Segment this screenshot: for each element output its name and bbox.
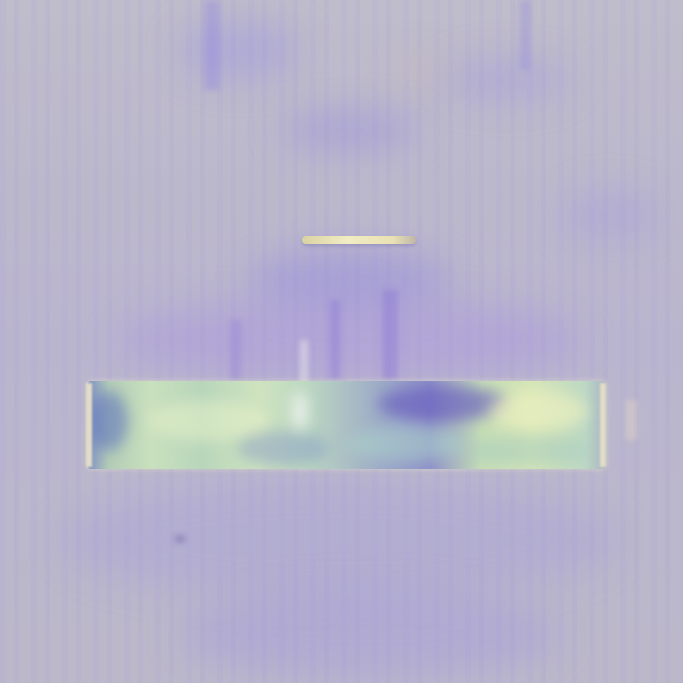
band-mottle	[348, 426, 468, 461]
vertical-streak	[330, 300, 340, 380]
haze-patch	[250, 250, 450, 310]
band-mottle	[148, 401, 268, 441]
haze-patch	[280, 110, 420, 150]
haze-patch	[60, 480, 620, 600]
haze-patch	[440, 60, 570, 100]
color-band	[88, 381, 606, 469]
band-edge	[86, 383, 92, 467]
speck	[625, 400, 637, 440]
haze-patch	[390, 60, 450, 80]
band-mottle	[378, 386, 508, 421]
haze-patch	[560, 190, 660, 240]
band-mottle	[468, 436, 588, 466]
band-edge	[600, 383, 606, 467]
band-mottle	[488, 391, 588, 431]
band-mottle	[88, 391, 128, 451]
speck	[175, 535, 185, 543]
band-mottle	[238, 431, 328, 466]
vertical-streak	[382, 290, 398, 380]
vertical-streak	[205, 0, 219, 90]
haze-patch	[120, 300, 580, 380]
band-mottle	[293, 391, 307, 431]
highlight-bar	[302, 236, 416, 244]
vertical-streak	[520, 0, 530, 70]
haze-patch	[180, 590, 560, 680]
haze-patch	[180, 20, 300, 80]
vertical-streak	[230, 320, 242, 380]
